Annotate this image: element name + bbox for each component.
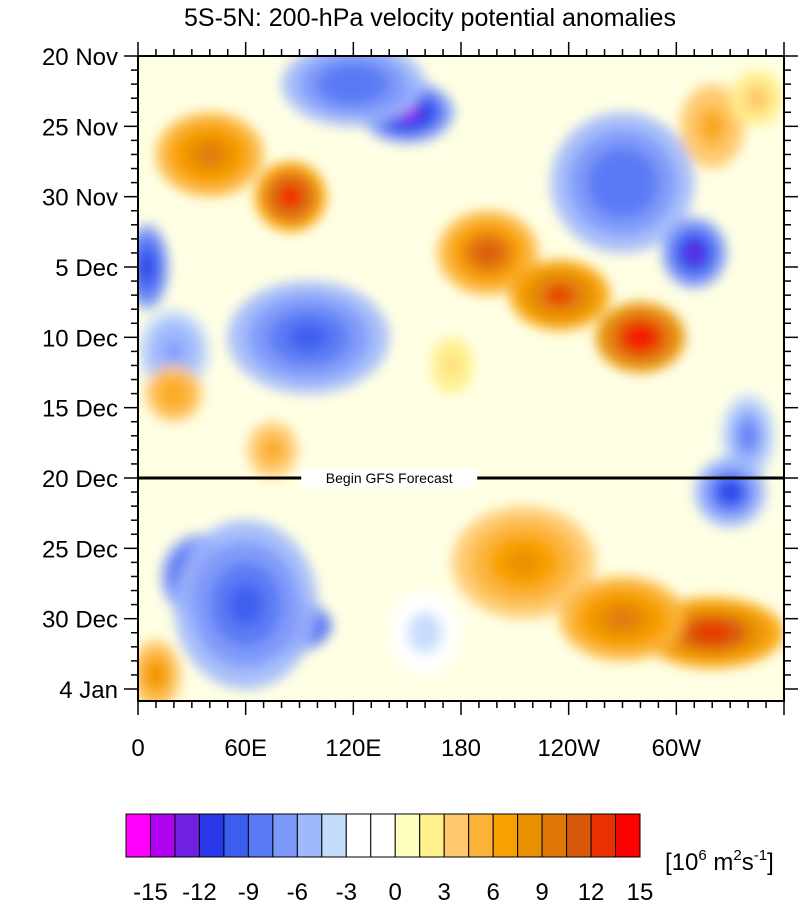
units-mid: m [707, 849, 734, 876]
anomaly-blob-3-level-3 [686, 244, 703, 262]
anomaly-blob-17-level-3 [629, 328, 652, 347]
y-tick-label: 25 Dec [42, 536, 118, 563]
units-exp-2: 2 [733, 847, 741, 864]
anomaly-blob-11-level-3 [227, 583, 264, 626]
colorbar-box [492, 813, 519, 858]
colorbar-box [394, 813, 421, 858]
colorbar-box [517, 813, 543, 858]
forecast-label-background [301, 469, 478, 487]
colorbar-box [541, 813, 568, 858]
anomaly-blob-25-level-3 [446, 358, 458, 373]
anomaly-blob-16-level-3 [547, 286, 573, 304]
x-tick-label: 120W [537, 735, 600, 762]
anomaly-blob-22-level-3 [694, 623, 731, 642]
anomaly-blob-2-level-3 [604, 165, 641, 201]
units-s: s [742, 849, 754, 876]
anomaly-blob-14-level-3 [281, 187, 300, 206]
colorbar-label: 9 [535, 879, 548, 906]
colorbar-label: 15 [627, 879, 654, 906]
colorbar-box [443, 813, 470, 858]
anomaly-blob-26-level-3 [750, 91, 764, 106]
colorbar-box [321, 813, 347, 858]
colorbar-box [125, 813, 151, 858]
x-tick-label: 0 [131, 735, 144, 762]
units-prefix: [10 [665, 849, 698, 876]
y-tick-label: 4 Jan [59, 677, 118, 704]
y-tick-label: 5 Dec [55, 255, 118, 282]
colorbar-label: 6 [486, 879, 499, 906]
anomaly-blob-1-level-3 [335, 73, 372, 95]
colorbar-box [345, 813, 372, 858]
anomaly-blob-20-level-3 [266, 442, 279, 457]
colorbar-label: 3 [438, 879, 451, 906]
colorbar-box [174, 813, 200, 858]
colorbar: -15 -12 -9 -6 -3 0 3 6 9 12 15 [125, 813, 654, 906]
colorbar-box [247, 813, 274, 858]
anomaly-blob-23-level-3 [606, 608, 639, 630]
forecast-label: Begin GFS Forecast [326, 470, 453, 486]
x-axis: 0 60E 120E 180 120W 60W [131, 42, 785, 762]
y-tick-label: 10 Dec [42, 325, 118, 352]
y-tick-label: 20 Nov [42, 44, 118, 71]
colorbar-box [566, 813, 592, 858]
y-tick-label: 30 Nov [42, 185, 118, 212]
y-axis: 20 Nov 25 Nov 30 Nov 5 Dec 10 Dec 15 Dec 20 De… [42, 44, 798, 704]
anomaly-blob-7-level-3 [741, 425, 755, 447]
x-tick-label: 60W [652, 735, 702, 762]
colorbar-label: 0 [389, 879, 402, 906]
anomaly-blob-8-level-3 [721, 483, 740, 501]
colorbar-box [149, 813, 176, 858]
anomaly-blob-6-level-3 [164, 340, 183, 362]
colorbar-label: -3 [336, 879, 357, 906]
anomaly-blob-24-level-3 [149, 666, 163, 684]
units-suffix: ] [767, 849, 774, 876]
anomaly-blob-18-level-3 [704, 115, 721, 137]
colorbar-units: [106 m2s-1] [665, 847, 774, 876]
y-tick-label: 20 Dec [42, 466, 118, 493]
colorbar-label: -12 [182, 879, 217, 906]
chart-title: 5S-5N: 200-hPa velocity potential anomal… [184, 4, 676, 32]
anomaly-blob-19-level-3 [166, 386, 182, 401]
x-tick-label: 60E [224, 735, 267, 762]
colorbar-box [615, 813, 641, 858]
x-tick-label: 180 [441, 735, 481, 762]
colorbar-label: -15 [133, 879, 168, 906]
anomaly-field [138, 56, 784, 701]
units-exp-3: -1 [754, 847, 767, 864]
colorbar-box [223, 813, 249, 858]
colorbar-box [272, 813, 298, 858]
anomaly-blob-4-level-3 [141, 256, 153, 278]
colorbar-box [468, 813, 494, 858]
colorbar-label: -9 [238, 879, 259, 906]
colorbar-label: 12 [578, 879, 605, 906]
colorbar-box [198, 813, 225, 858]
colorbar-label: -6 [287, 879, 308, 906]
x-tick-label: 120E [325, 735, 381, 762]
colorbar-box [296, 813, 323, 858]
anomaly-blob-13-level-3 [196, 143, 224, 166]
anomaly-blob-21-level-3 [505, 548, 542, 577]
units-exp-1: 6 [698, 847, 706, 864]
anomaly-blob-5-level-3 [288, 323, 329, 352]
y-tick-label: 30 Dec [42, 607, 118, 634]
colorbar-box [590, 813, 617, 858]
y-tick-label: 25 Nov [42, 114, 118, 141]
colorbar-box [419, 813, 445, 858]
y-tick-label: 15 Dec [42, 396, 118, 423]
colorbar-box [370, 813, 396, 858]
anomaly-blob-15-level-3 [475, 242, 501, 264]
anomaly-blob-12-level-3 [416, 622, 435, 644]
